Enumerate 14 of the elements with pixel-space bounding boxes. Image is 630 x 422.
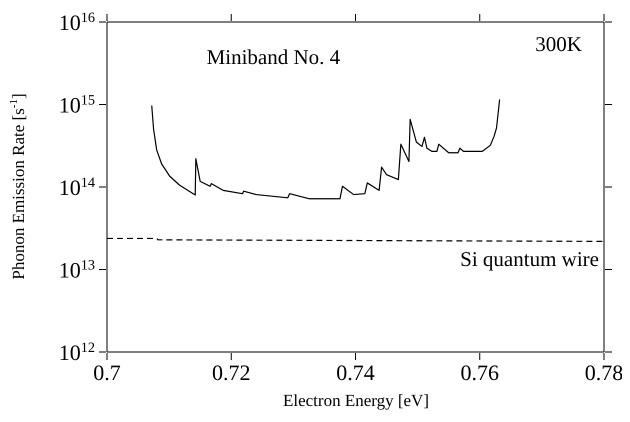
x-tick-label: 0.76 [460, 360, 499, 385]
line-series [151, 98, 500, 200]
x-axis-title: Electron Energy [eV] [282, 391, 430, 410]
x-tick-label: 0.74 [336, 360, 375, 385]
y-tick-label: 10$^{15}$ [58, 92, 95, 118]
x-tick-label: 0.72 [212, 360, 250, 385]
annotation: Miniband No. 4 [206, 45, 341, 70]
y-tick-label: 10$^{14}$ [58, 174, 95, 200]
y-tick-label: 10$^{16}$ [58, 10, 95, 35]
legend-label: Si quantum wire [460, 246, 599, 271]
x-tick-label: 0.7 [93, 360, 121, 385]
annotation: 300K [535, 32, 582, 56]
y-tick-label: 10$^{12}$ [58, 340, 95, 365]
y-tick-label: 10$^{13}$ [58, 257, 95, 282]
